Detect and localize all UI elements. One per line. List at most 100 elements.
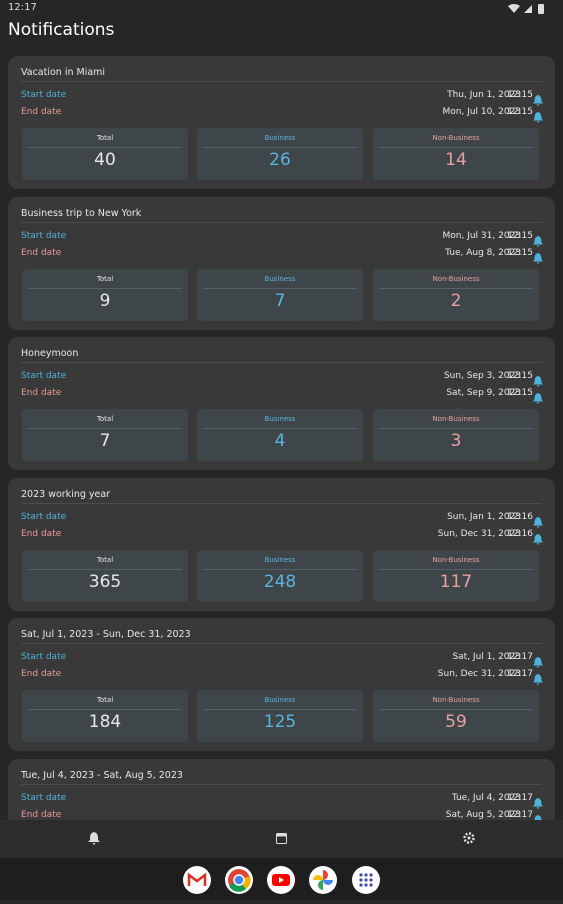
stat-divider — [379, 568, 533, 570]
stat-label: Business — [264, 274, 296, 283]
stat-value: 4 — [274, 431, 286, 452]
start-label: Start date — [21, 511, 67, 522]
card-title: Sat, Jul 1, 2023 - Sun, Dec 31, 2023 — [21, 629, 191, 641]
bottom-nav — [0, 820, 563, 858]
stat-box: Non-Business 2 — [373, 268, 539, 321]
end-date: Sun, Dec 31, 2023 — [437, 528, 521, 539]
dock-apps — [183, 866, 380, 894]
notification-card[interactable]: 2023 working year Start date Sun, Jan 1, 2… — [8, 477, 555, 611]
start-bell[interactable] — [533, 372, 543, 391]
end-label: End date — [21, 669, 62, 680]
stat-divider — [379, 428, 533, 430]
card-title: 2023 working year — [21, 488, 111, 500]
stat-label: Business — [264, 696, 296, 705]
nav-settings[interactable] — [463, 832, 475, 844]
stat-value: 7 — [274, 290, 286, 311]
start-bell[interactable] — [533, 513, 543, 532]
end-label: End date — [21, 388, 62, 399]
start-time: 12:17 — [507, 793, 533, 803]
stat-divider — [379, 709, 533, 711]
card-title: Honeymoon — [21, 348, 79, 360]
start-date: Sat, Jul 1, 2023 — [452, 652, 521, 663]
separator — [21, 784, 542, 785]
system-dock — [0, 858, 563, 900]
start-label: Start date — [21, 652, 67, 663]
start-time: 12:15 — [507, 90, 533, 100]
start-date: Tue, Jul 4, 2023 — [451, 793, 521, 803]
stat-label: Total — [96, 555, 114, 564]
notification-card[interactable]: Tue, Jul 4, 2023 - Sat, Aug 5, 2023 Start… — [8, 759, 555, 820]
stat-divider — [28, 287, 182, 289]
start-bell[interactable] — [533, 653, 543, 672]
card-title: Vacation in Miami — [21, 67, 106, 78]
stat-label: Business — [264, 555, 296, 564]
status-icons — [508, 4, 544, 14]
stat-divider — [379, 287, 533, 289]
stat-box: Non-Business 59 — [373, 690, 539, 743]
stat-value: 248 — [263, 571, 297, 592]
notification-card[interactable]: Vacation in Miami Start date Thu, Jun 1, 2… — [8, 56, 555, 189]
end-date: Mon, Jul 10, 2023 — [442, 107, 522, 117]
stat-divider — [28, 709, 182, 711]
notification-card[interactable]: Business trip to New York Start date Mon, … — [8, 196, 555, 330]
separator — [21, 81, 542, 82]
stat-value: 14 — [445, 150, 467, 170]
start-date: Mon, Jul 31, 2023 — [442, 230, 522, 241]
end-date: Sun, Dec 31, 2023 — [437, 669, 521, 680]
end-label: End date — [21, 247, 62, 258]
end-time: 12:15 — [507, 247, 533, 258]
start-time: 12:17 — [507, 652, 533, 663]
stat-box: Non-Business 14 — [373, 128, 539, 180]
stat-label: Business — [264, 134, 296, 142]
end-bell[interactable] — [533, 811, 543, 820]
stat-label: Total — [96, 415, 114, 424]
stat-value: 117 — [439, 571, 473, 592]
end-label: End date — [21, 810, 62, 820]
separator — [21, 643, 542, 645]
end-time: 12:17 — [507, 669, 533, 680]
stat-value: 365 — [88, 571, 122, 592]
start-bell[interactable] — [533, 794, 543, 813]
end-date: Sat, Sep 9, 2023 — [446, 388, 521, 399]
end-date: Tue, Aug 8, 2023 — [445, 247, 521, 258]
nav-notifications[interactable] — [88, 832, 100, 845]
stat-label: Total — [96, 134, 114, 142]
stat-label: Non-Business — [432, 415, 480, 424]
stat-value: 3 — [450, 431, 462, 452]
nav-calendar[interactable] — [276, 832, 287, 844]
end-time: 12:16 — [507, 528, 533, 539]
separator — [21, 221, 542, 223]
notification-card[interactable]: Honeymoon Start date Sun, Sep 3, 2023 12:15… — [8, 337, 555, 471]
stat-box: Business 26 — [197, 128, 363, 180]
stat-label: Non-Business — [432, 134, 480, 142]
end-bell[interactable] — [533, 670, 543, 689]
end-bell[interactable] — [533, 389, 543, 408]
start-bell[interactable] — [533, 232, 543, 251]
stat-box: Business 248 — [197, 549, 363, 602]
notification-card[interactable]: Sat, Jul 1, 2023 - Sun, Dec 31, 2023 Star… — [8, 618, 555, 752]
end-bell[interactable] — [533, 530, 543, 549]
stat-value: 59 — [445, 712, 467, 733]
start-time: 12:15 — [507, 230, 533, 241]
card-list: Vacation in Miami Start date Thu, Jun 1, 2… — [0, 56, 563, 820]
end-bell[interactable] — [533, 249, 543, 268]
end-time: 12:15 — [507, 388, 533, 399]
stat-divider — [203, 709, 357, 711]
start-label: Start date — [21, 230, 67, 241]
start-label: Start date — [21, 793, 67, 803]
card-title: Business trip to New York — [21, 207, 142, 219]
start-bell[interactable] — [533, 91, 543, 110]
stat-box: Business 125 — [197, 690, 363, 743]
end-time: 12:17 — [507, 810, 533, 820]
end-label: End date — [21, 107, 62, 117]
stat-divider — [379, 147, 533, 148]
start-time: 12:16 — [507, 511, 533, 522]
stat-label: Non-Business — [432, 696, 480, 705]
stat-box: Total 40 — [22, 128, 188, 180]
end-bell[interactable] — [533, 108, 543, 127]
end-time: 12:15 — [507, 107, 533, 117]
stat-label: Total — [96, 696, 114, 705]
stat-value: 9 — [99, 290, 111, 311]
stat-label: Non-Business — [432, 555, 480, 564]
